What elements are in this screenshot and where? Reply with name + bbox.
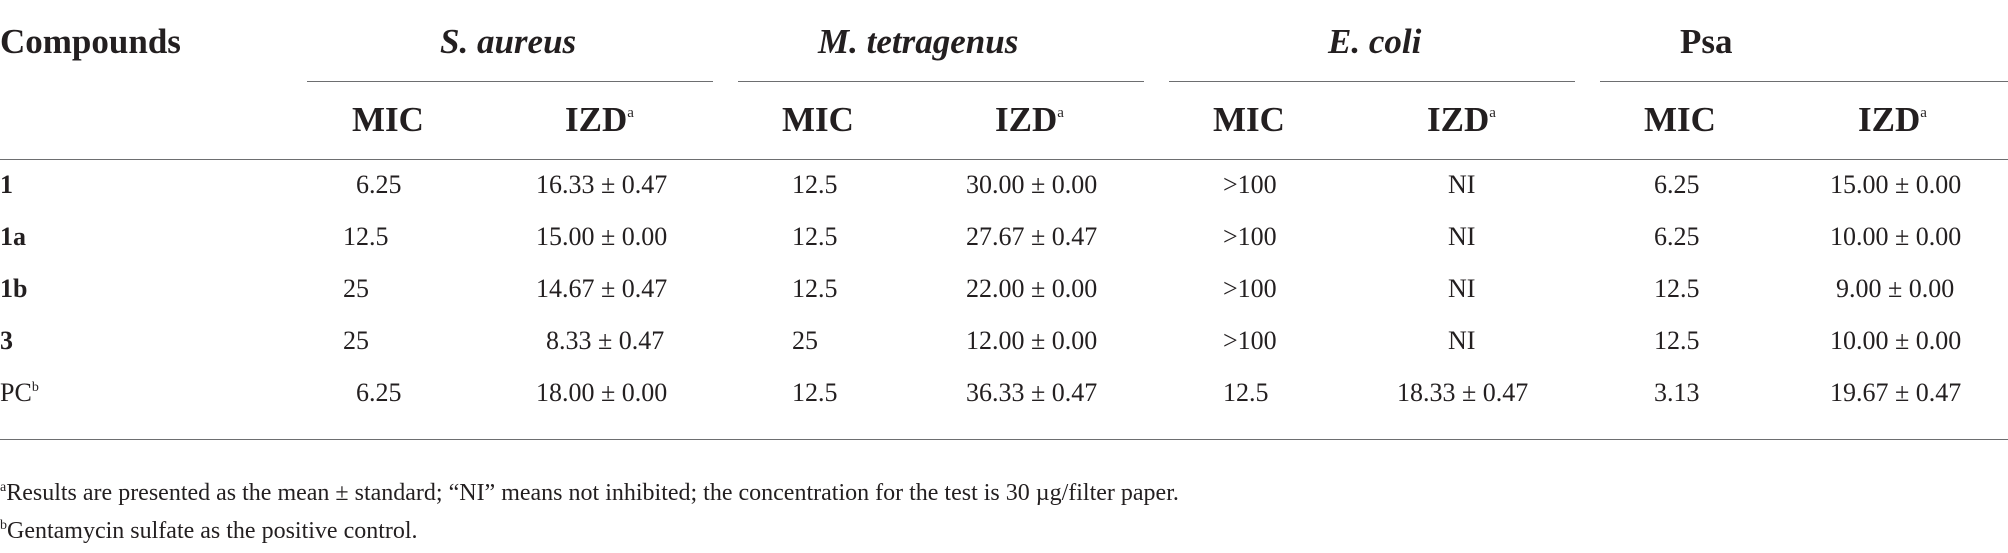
table-cell: 25 (792, 326, 818, 355)
subheader-mic: MIC (1213, 100, 1285, 139)
subheader-izd: IZDa (1427, 100, 1496, 139)
table-cell: 6.25 (1654, 222, 1700, 251)
subheader-mic: MIC (1644, 100, 1716, 139)
subheader-izd: IZDa (565, 100, 634, 139)
table-cell: 8.33 ± 0.47 (546, 326, 665, 355)
subheader-mic: MIC (352, 100, 424, 139)
organism-header-s-aureus: S. aureus (440, 22, 577, 61)
table-cell: 12.5 (1223, 378, 1269, 407)
row-label: 1b (0, 274, 28, 303)
spanner-rule-e-coli (1169, 81, 1575, 82)
subheader-izd: IZDa (995, 100, 1064, 139)
table-cell: 25 (343, 274, 369, 303)
table-cell: 6.25 (356, 170, 402, 199)
organism-header-e-coli: E. coli (1328, 22, 1422, 61)
table-cell: NI (1448, 274, 1476, 303)
table-cell: 3.13 (1654, 378, 1700, 407)
footnote-a: aResults are presented as the mean ± sta… (0, 480, 1179, 506)
spanner-rule-psa (1600, 81, 2008, 82)
table-cell: >100 (1223, 274, 1277, 303)
table-cell: 12.5 (792, 378, 838, 407)
table-cell: 12.00 ± 0.00 (966, 326, 1098, 355)
row-label: 3 (0, 326, 13, 355)
table-bottom-rule (0, 439, 2008, 440)
table-cell: 15.00 ± 0.00 (536, 222, 668, 251)
table-cell: 6.25 (1654, 170, 1700, 199)
table-cell: 14.67 ± 0.47 (536, 274, 668, 303)
table-cell: NI (1448, 326, 1476, 355)
table-cell: 12.5 (792, 222, 838, 251)
table-cell: 18.00 ± 0.00 (536, 378, 668, 407)
header-bottom-rule (0, 159, 2008, 160)
table-cell: 36.33 ± 0.47 (966, 378, 1098, 407)
table-cell: 16.33 ± 0.47 (536, 170, 668, 199)
table-cell: 10.00 ± 0.00 (1830, 326, 1962, 355)
table-cell: 18.33 ± 0.47 (1397, 378, 1529, 407)
table-cell: 9.00 ± 0.00 (1836, 274, 1955, 303)
spanner-rule-s-aureus (307, 81, 713, 82)
subheader-izd: IZDa (1858, 100, 1927, 139)
table-cell: 30.00 ± 0.00 (966, 170, 1098, 199)
table-cell: 12.5 (792, 170, 838, 199)
table-cell: NI (1448, 170, 1476, 199)
table-cell: 6.25 (356, 378, 402, 407)
footnote-b: bGentamycin sulfate as the positive cont… (0, 518, 418, 544)
table-cell: 25 (343, 326, 369, 355)
row-label: 1 (0, 170, 13, 199)
organism-header-m-tetragenus: M. tetragenus (818, 22, 1019, 61)
table-cell: >100 (1223, 170, 1277, 199)
subheader-mic: MIC (782, 100, 854, 139)
row-label: 1a (0, 222, 26, 251)
table-cell: 10.00 ± 0.00 (1830, 222, 1962, 251)
organism-header-psa: Psa (1680, 22, 1733, 61)
table-cell: 12.5 (1654, 326, 1700, 355)
row-label: PCb (0, 378, 39, 407)
table-cell: 12.5 (343, 222, 389, 251)
table-cell: 27.67 ± 0.47 (966, 222, 1098, 251)
table-cell: >100 (1223, 326, 1277, 355)
table-cell: 12.5 (792, 274, 838, 303)
table-cell: 12.5 (1654, 274, 1700, 303)
table-cell: 15.00 ± 0.00 (1830, 170, 1962, 199)
table-cell: 22.00 ± 0.00 (966, 274, 1098, 303)
table-cell: >100 (1223, 222, 1277, 251)
compounds-header: Compounds (0, 22, 181, 61)
table-cell: 19.67 ± 0.47 (1830, 378, 1962, 407)
table-cell: NI (1448, 222, 1476, 251)
spanner-rule-m-tetragenus (738, 81, 1144, 82)
